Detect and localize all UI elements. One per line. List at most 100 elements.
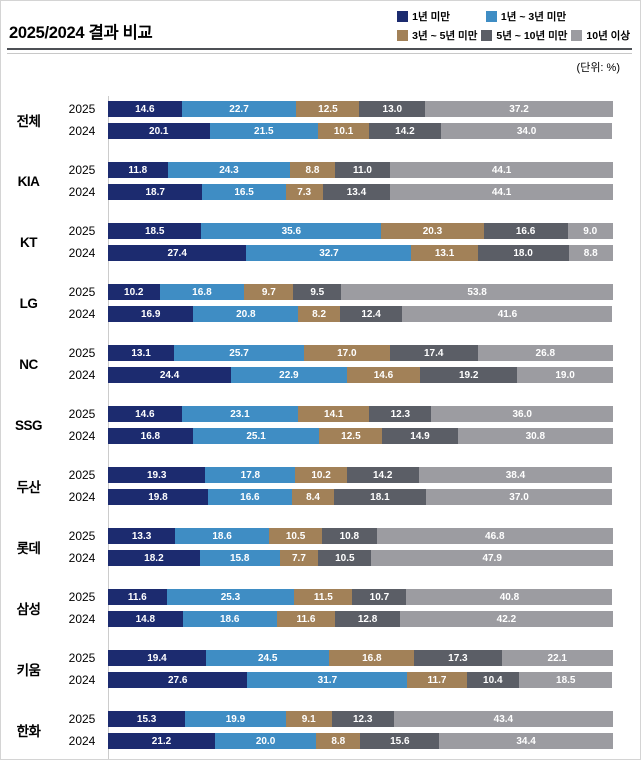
bar-segment: 42.2: [399, 611, 613, 627]
legend-swatch-icon: [485, 11, 497, 22]
team-rows: 2025 19.4 24.5 16.8 17.3 22.1 2024 27.6 31.7 11.7…: [56, 650, 613, 688]
bar-segment: 18.7: [108, 184, 203, 200]
bar-segment: 19.2: [420, 367, 518, 383]
team-rows: 2025 19.3 17.8 10.2 14.2 38.4 2024 19.8 16.6 8.4 1…: [56, 467, 613, 505]
bar-segment: 21.5: [209, 123, 319, 139]
stacked-bar-chart: 전체 2025 14.6 22.7 12.5 13.0 37.2 2024 20.1 21.5 10…: [1, 96, 640, 759]
bar-segment: 23.1: [181, 406, 299, 422]
bar-segment: 44.1: [390, 162, 613, 178]
bar-segment: 14.2: [369, 123, 441, 139]
bar-segment: 9.0: [567, 223, 613, 239]
bar-segment: 11.0: [334, 162, 391, 178]
bar-segment: 15.6: [360, 733, 440, 749]
bar-row: 2025 18.5 35.6 20.3 16.6 9.0: [56, 223, 613, 239]
bar-track: 11.6 25.3 11.5 10.7 40.8: [108, 589, 613, 605]
bar-segment: 46.8: [376, 528, 613, 544]
year-label: 2025: [68, 712, 96, 726]
bar-track: 18.5 35.6 20.3 16.6 9.0: [108, 223, 613, 239]
bar-row: 2024 16.8 25.1 12.5 14.9 30.8: [56, 428, 613, 444]
bar-track: 19.8 16.6 8.4 18.1 37.0: [108, 489, 613, 505]
bar-segment: 15.8: [199, 550, 280, 566]
bar-track: 11.8 24.3 8.8 11.0 44.1: [108, 162, 613, 178]
bar-segment: 8.4: [291, 489, 335, 505]
year-label: 2025: [68, 224, 96, 238]
bar-row: 2024 21.2 20.0 8.8 15.6 34.4: [56, 733, 613, 749]
legend-swatch-icon: [397, 30, 409, 41]
bar-segment: 8.8: [290, 162, 335, 178]
bar-segment: 12.4: [339, 306, 403, 322]
bar-segment: 24.3: [167, 162, 291, 178]
team-rows: 2025 13.3 18.6 10.5 10.8 46.8 2024 18.2 15.8 7.7 1…: [56, 528, 613, 566]
bar-segment: 34.0: [440, 123, 613, 139]
bar-row: 2025 14.6 22.7 12.5 13.0 37.2: [56, 101, 613, 117]
bar-segment: 8.8: [568, 245, 613, 261]
bar-row: 2024 18.2 15.8 7.7 10.5 47.9: [56, 550, 613, 566]
bar-track: 15.3 19.9 9.1 12.3 43.4: [108, 711, 613, 727]
bar-segment: 17.0: [303, 345, 390, 361]
bar-segment: 10.2: [295, 467, 347, 483]
bar-segment: 20.3: [381, 223, 484, 239]
year-label: 2024: [68, 734, 96, 748]
bar-segment: 18.5: [108, 223, 202, 239]
bar-segment: 36.0: [431, 406, 613, 422]
legend-item: 3년 ~ 5년 미만: [397, 28, 477, 43]
bar-segment: 34.4: [439, 733, 613, 749]
bar-row: 2024 24.4 22.9 14.6 19.2 19.0: [56, 367, 613, 383]
bar-row: 2025 15.3 19.9 9.1 12.3 43.4: [56, 711, 613, 727]
bar-segment: 22.7: [181, 101, 297, 117]
year-label: 2024: [68, 673, 96, 687]
team-label: KIA: [17, 173, 40, 189]
bar-segment: 10.5: [269, 528, 323, 544]
bar-segment: 18.2: [108, 550, 200, 566]
team-label: 한화: [16, 724, 41, 739]
team-label: 두산: [16, 480, 41, 495]
legend-label: 10년 이상: [586, 30, 630, 42]
bar-row: 2025 11.8 24.3 8.8 11.0 44.1: [56, 162, 613, 178]
team-group: SSG 2025 14.6 23.1 14.1 12.3 36.0 2024 16.8 25.1 1…: [1, 406, 613, 444]
bar-segment: 10.7: [352, 589, 407, 605]
bar-segment: 17.4: [389, 345, 478, 361]
bar-segment: 19.4: [108, 650, 206, 666]
bar-segment: 12.5: [319, 428, 383, 444]
bar-track: 18.7 16.5 7.3 13.4 44.1: [108, 184, 613, 200]
legend-swatch-icon: [397, 11, 409, 22]
bar-segment: 18.6: [175, 528, 270, 544]
bar-segment: 9.1: [285, 711, 332, 727]
year-label: 2025: [68, 468, 96, 482]
bar-segment: 38.4: [418, 467, 613, 483]
bar-track: 19.4 24.5 16.8 17.3 22.1: [108, 650, 613, 666]
bar-segment: 35.6: [201, 223, 382, 239]
bar-track: 21.2 20.0 8.8 15.6 34.4: [108, 733, 613, 749]
team-rows: 2025 11.6 25.3 11.5 10.7 40.8 2024 14.8 18.6 11.6…: [56, 589, 613, 627]
legend-swatch-icon: [481, 30, 493, 41]
bar-segment: 31.7: [247, 672, 408, 688]
bar-segment: 10.8: [322, 528, 377, 544]
bar-track: 24.4 22.9 14.6 19.2 19.0: [108, 367, 613, 383]
bar-row: 2024 16.9 20.8 8.2 12.4 41.6: [56, 306, 613, 322]
bar-row: 2025 10.2 16.8 9.7 9.5 53.8: [56, 284, 613, 300]
bar-row: 2024 14.8 18.6 11.6 12.8 42.2: [56, 611, 613, 627]
year-label: 2024: [68, 612, 96, 626]
year-label: 2025: [68, 529, 96, 543]
bar-segment: 16.9: [108, 306, 194, 322]
bar-segment: 14.6: [346, 367, 421, 383]
team-label: 전체: [16, 114, 41, 129]
year-label: 2025: [68, 590, 96, 604]
team-rows: 2025 13.1 25.7 17.0 17.4 26.8 2024 24.4 22.9 14.6…: [56, 345, 613, 383]
bar-row: 2024 18.7 16.5 7.3 13.4 44.1: [56, 184, 613, 200]
year-label: 2025: [68, 346, 96, 360]
bar-segment: 11.7: [407, 672, 467, 688]
bar-row: 2025 11.6 25.3 11.5 10.7 40.8: [56, 589, 613, 605]
legend-label: 5년 ~ 10년 미만: [496, 30, 568, 42]
bar-segment: 7.3: [285, 184, 323, 200]
bar-segment: 24.4: [108, 367, 232, 383]
bar-segment: 14.6: [108, 101, 182, 117]
team-group: 롯데 2025 13.3 18.6 10.5 10.8 46.8 2024 18.2 15.8 7.…: [1, 528, 613, 566]
legend-item: 10년 이상: [571, 28, 630, 43]
bar-track: 13.3 18.6 10.5 10.8 46.8: [108, 528, 613, 544]
bar-segment: 24.5: [205, 650, 330, 666]
bar-segment: 10.2: [108, 284, 160, 300]
bar-segment: 21.2: [108, 733, 216, 749]
bar-segment: 10.1: [318, 123, 370, 139]
team-label: LG: [19, 295, 38, 311]
